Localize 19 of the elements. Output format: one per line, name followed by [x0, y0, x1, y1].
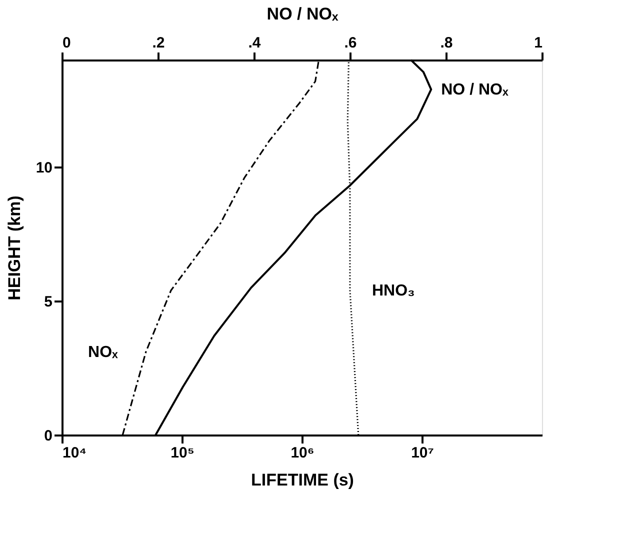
y-tick-label: 0	[44, 428, 52, 444]
x2-tick-label: .8	[440, 34, 453, 52]
y-tick-label: 5	[44, 294, 52, 311]
x2-tick-label: .6	[344, 34, 357, 52]
x-tick-label: 10⁴	[62, 444, 87, 462]
x-tick-label: 10⁷	[411, 444, 434, 462]
series-label: NO / NOₓ	[441, 81, 508, 98]
y-axis-title: HEIGHT (km)	[4, 196, 24, 300]
x2-tick-label: .2	[152, 34, 165, 52]
x-tick-label: 10⁵	[170, 444, 194, 462]
series-label: NOₓ	[88, 344, 118, 361]
x2-tick-label: 1	[534, 34, 542, 52]
x-axis-title: LIFETIME (s)	[251, 470, 354, 490]
series-label: HNO₃	[372, 282, 415, 300]
x-tick-label: 10⁶	[290, 444, 314, 462]
y-tick-label: 10	[36, 160, 52, 177]
x2-axis-title: NO / NOₓ	[266, 4, 339, 24]
x2-tick-label: 0	[62, 34, 71, 52]
x2-tick-label: .4	[248, 34, 262, 52]
